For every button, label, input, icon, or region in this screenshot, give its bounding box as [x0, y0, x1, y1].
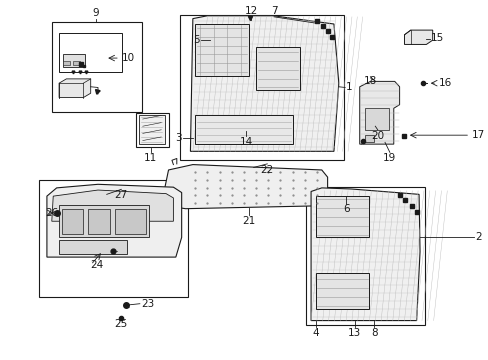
Bar — [256, 47, 299, 90]
Text: 18: 18 — [363, 76, 376, 86]
Bar — [63, 54, 85, 67]
Bar — [180, 15, 343, 160]
Polygon shape — [359, 81, 399, 144]
Text: 14: 14 — [239, 137, 252, 147]
Text: 10: 10 — [121, 53, 134, 63]
Bar — [59, 205, 149, 237]
Bar — [364, 108, 388, 130]
Text: 22: 22 — [260, 165, 273, 175]
Text: 25: 25 — [115, 319, 128, 329]
Polygon shape — [161, 165, 327, 209]
Bar — [139, 115, 164, 144]
Polygon shape — [59, 79, 90, 98]
Text: 3: 3 — [175, 133, 182, 143]
Text: 23: 23 — [141, 299, 154, 309]
Text: 19: 19 — [383, 153, 396, 163]
Text: 8: 8 — [370, 328, 377, 338]
Bar — [315, 273, 369, 309]
Text: 12: 12 — [244, 6, 257, 16]
Bar — [315, 196, 369, 237]
Polygon shape — [52, 190, 173, 221]
Text: 24: 24 — [90, 260, 104, 270]
Polygon shape — [88, 209, 110, 234]
Polygon shape — [61, 209, 83, 234]
Bar — [52, 22, 142, 112]
Text: 1: 1 — [346, 82, 352, 92]
Text: 17: 17 — [470, 130, 484, 140]
Bar — [73, 61, 80, 65]
Bar — [195, 116, 292, 144]
Bar — [364, 135, 373, 141]
Text: 21: 21 — [242, 216, 255, 226]
Text: 7: 7 — [270, 6, 277, 16]
Text: 13: 13 — [347, 328, 361, 338]
Bar — [63, 61, 70, 65]
Bar — [305, 187, 424, 325]
Polygon shape — [47, 184, 182, 257]
Text: 2: 2 — [474, 232, 481, 242]
Polygon shape — [310, 188, 419, 320]
Polygon shape — [404, 30, 432, 44]
Polygon shape — [190, 16, 338, 151]
Bar — [59, 240, 127, 253]
Text: 16: 16 — [438, 78, 451, 88]
Text: 15: 15 — [430, 33, 444, 43]
Bar — [39, 180, 187, 297]
Text: 5: 5 — [193, 35, 200, 45]
Text: 20: 20 — [370, 131, 384, 140]
Text: 27: 27 — [115, 190, 128, 200]
Text: 26: 26 — [45, 208, 59, 218]
Bar — [195, 24, 248, 76]
Text: 11: 11 — [143, 153, 157, 163]
Bar — [136, 113, 168, 147]
Text: 4: 4 — [312, 328, 319, 338]
Text: 6: 6 — [342, 204, 349, 215]
Polygon shape — [115, 209, 145, 234]
Bar — [59, 33, 122, 72]
Text: 9: 9 — [92, 8, 99, 18]
